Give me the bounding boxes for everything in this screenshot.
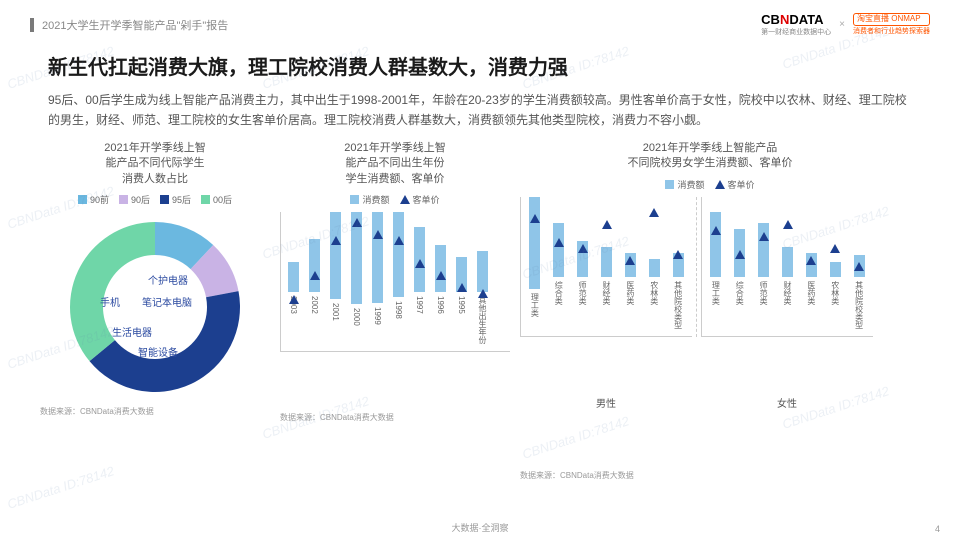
report-title: 2021大学生开学季智能产品"剁手"报告 — [42, 17, 761, 33]
chart3-title: 2021年开学季线上智能产品不同院校男女学生消费额、客单价 — [520, 141, 900, 172]
chart3-plot: 理工类 综合类 师范类 财经类 医药类 农林类 其他院校类型男性 理工类 综合类 — [520, 197, 900, 410]
header-accent — [30, 18, 34, 32]
chart2-title: 2021年开学季线上智能产品不同出生年份学生消费额、客单价 — [280, 141, 510, 187]
chart1-title: 2021年开学季线上智能产品不同代际学生消费人数占比 — [40, 141, 270, 187]
chart3-legend: 消费额客单价 — [520, 178, 900, 191]
tb-logo: 淘宝直播 ONMAP 消费者和行业趋势探索器 — [853, 13, 930, 36]
footer-text: 大数据·全洞察 — [0, 521, 960, 534]
chart-donut: 2021年开学季线上智能产品不同代际学生消费人数占比 90前90后95后00后 … — [40, 141, 270, 481]
header: 2021大学生开学季智能产品"剁手"报告 CBNDATA 第一财经商业数据中心 … — [0, 0, 960, 43]
chart1-source: 数据来源：CBNData消费大数据 — [40, 406, 270, 417]
chart3-source: 数据来源：CBNData消费大数据 — [520, 470, 900, 481]
chart2-plot: 2003 2002 2001 2000 1999 1998 1997 1996 … — [280, 212, 510, 352]
chart-bars-year: 2021年开学季线上智能产品不同出生年份学生消费额、客单价 消费额客单价 200… — [280, 141, 510, 481]
chart2-source: 数据来源：CBNData消费大数据 — [280, 412, 510, 423]
donut: 个护电器手机笔记本电脑生活电器智能设备 — [60, 212, 250, 402]
description: 95后、00后学生成为线上智能产品消费主力，其中出生于1998-2001年，年龄… — [0, 90, 960, 141]
chart2-legend: 消费额客单价 — [280, 193, 510, 206]
page-title: 新生代扛起消费大旗，理工院校消费人群基数大，消费力强 — [0, 43, 960, 90]
chart1-legend: 90前90后95后00后 — [40, 193, 270, 206]
charts-row: 2021年开学季线上智能产品不同代际学生消费人数占比 90前90后95后00后 … — [0, 141, 960, 481]
logos: CBNDATA 第一财经商业数据中心 × 淘宝直播 ONMAP 消费者和行业趋势… — [761, 12, 930, 37]
page-number: 4 — [935, 524, 940, 534]
cbn-logo: CBNDATA 第一财经商业数据中心 — [761, 12, 831, 37]
chart-bars-school: 2021年开学季线上智能产品不同院校男女学生消费额、客单价 消费额客单价 理工类… — [520, 141, 900, 481]
